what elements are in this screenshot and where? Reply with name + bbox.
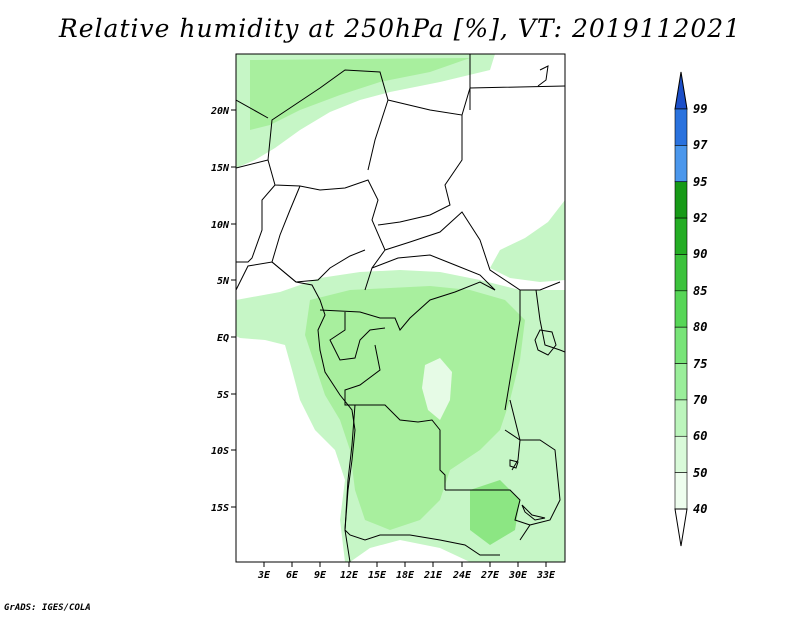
lat-label: 10S bbox=[211, 446, 229, 457]
colorbar-label: 50 bbox=[693, 466, 707, 480]
humidity-region-congo-core bbox=[305, 286, 525, 530]
colorbar-labels: 99 97 95 92 90 85 80 75 70 60 50 40 bbox=[693, 102, 708, 516]
map-title: Relative humidity at 250hPa [%], VT: 201… bbox=[58, 14, 742, 43]
colorbar-label: 92 bbox=[693, 211, 707, 225]
colorbar-label: 85 bbox=[693, 284, 707, 298]
colorbar-label: 80 bbox=[693, 320, 707, 334]
colorbar-segment bbox=[674, 472, 688, 510]
colorbar-segment bbox=[674, 217, 688, 255]
lon-label: 21E bbox=[423, 570, 443, 581]
lat-label: 15S bbox=[211, 503, 229, 514]
lakes bbox=[509, 329, 557, 521]
colorbar-segment bbox=[674, 181, 688, 219]
map-frame bbox=[235, 53, 566, 563]
colorbar-segment bbox=[674, 399, 688, 437]
humidity-region-east bbox=[490, 200, 565, 282]
lat-label: 10N bbox=[211, 220, 230, 231]
lat-label: 15N bbox=[211, 163, 230, 174]
colorbar-label: 75 bbox=[693, 357, 707, 371]
coastline bbox=[236, 261, 356, 562]
colorbar-label: 60 bbox=[693, 429, 707, 443]
colorbar-label: 97 bbox=[693, 138, 708, 152]
humidity-region-southeast bbox=[500, 520, 565, 562]
lon-label: 27E bbox=[480, 570, 500, 581]
lon-label: 15E bbox=[368, 570, 387, 581]
colorbar-bottom-arrow bbox=[674, 508, 688, 547]
colorbar-label: 70 bbox=[693, 393, 707, 407]
lon-label: 3E bbox=[257, 570, 271, 581]
lon-label: 24E bbox=[452, 570, 472, 581]
lat-label: EQ bbox=[217, 333, 229, 344]
humidity-region-south-dark bbox=[470, 480, 520, 545]
lon-label: 9E bbox=[314, 570, 327, 581]
axis-ticks bbox=[231, 109, 547, 567]
colorbar-label: 40 bbox=[693, 502, 707, 516]
colorbar-label: 99 bbox=[693, 102, 707, 116]
lat-label: 5N bbox=[217, 276, 230, 287]
longitude-labels: 3E 6E 9E 12E 15E 18E 21E 24E 27E 30E 33E bbox=[257, 570, 556, 581]
humidity-field bbox=[236, 54, 565, 562]
latitude-labels: 20N 15N 10N 5N EQ 5S 10S 15S bbox=[210, 106, 230, 514]
red-sea-coast bbox=[537, 65, 549, 87]
map-panel: 20N 15N 10N 5N EQ 5S 10S 15S 3E 6E 9E 12… bbox=[210, 53, 566, 581]
colorbar-segment bbox=[674, 363, 688, 401]
humidity-region-dry-hole bbox=[422, 358, 452, 420]
colorbar-segment bbox=[674, 108, 688, 146]
lon-label: 12E bbox=[340, 570, 359, 581]
lon-label: 30E bbox=[508, 570, 528, 581]
colorbar-segment bbox=[674, 290, 688, 328]
colorbar-top-arrow bbox=[674, 71, 688, 110]
lat-label: 20N bbox=[210, 106, 230, 117]
colorbar: 99 97 95 92 90 85 80 75 70 60 50 40 bbox=[674, 71, 708, 547]
humidity-region-sahara-core bbox=[250, 58, 470, 130]
lon-label: 6E bbox=[286, 570, 299, 581]
colorbar-segment bbox=[674, 326, 688, 364]
lon-label: 18E bbox=[396, 570, 415, 581]
colorbar-label: 95 bbox=[693, 175, 707, 189]
lat-label: 5S bbox=[217, 390, 229, 401]
grads-credit: GrADS: IGES/COLA bbox=[4, 603, 91, 613]
colorbar-segment bbox=[674, 435, 688, 473]
colorbar-segment bbox=[674, 254, 688, 292]
colorbar-label: 90 bbox=[693, 247, 707, 261]
colorbar-segment bbox=[674, 145, 688, 183]
lon-label: 33E bbox=[536, 570, 556, 581]
